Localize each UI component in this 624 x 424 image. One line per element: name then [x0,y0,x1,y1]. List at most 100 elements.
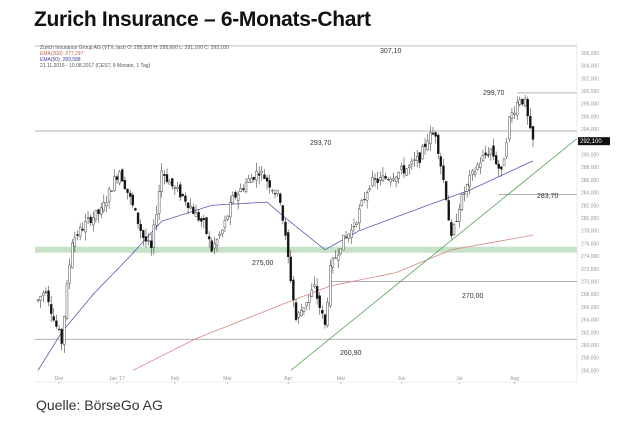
level-label: 270,00 [462,293,484,300]
candle-body [342,234,345,251]
candle-body [521,98,524,105]
candle-body [144,236,148,242]
y-tick-label: 268,000 [581,292,599,298]
candle-body [300,310,303,317]
candle-body [265,177,269,182]
candle-body [321,310,324,314]
y-tick-label: 278,000 [581,229,599,235]
candle-body [189,206,192,209]
candle-body [44,291,48,293]
candle-body [244,182,248,192]
candle-body [339,248,342,255]
y-tick-label: 298,000 [581,102,599,108]
candle-body [450,222,453,236]
candle-body [136,212,140,225]
candle-body [489,148,493,155]
candle-body [73,237,77,247]
candle-body [60,328,63,344]
y-tick-label: 284,000 [581,191,599,197]
candle-body [487,154,490,156]
candle-body [78,227,82,237]
candle-body [257,173,261,176]
candle-body [150,240,153,248]
candle-body [444,181,448,200]
candle-body [326,301,329,326]
x-tick-label: Aug [510,376,519,382]
candle-body [471,170,474,175]
candle-body [479,162,482,168]
candle-body [213,243,216,249]
candle-body [431,132,435,135]
y-tick-label: 260,000 [581,343,599,349]
candle-body [247,178,250,183]
candle-body [168,181,171,185]
candle-body [494,155,498,165]
level-label: 293,70 [310,140,332,147]
y-tick-label: 286,000 [581,178,599,184]
y-tick-label: 264,000 [581,318,599,324]
candle-body [302,307,306,312]
candle-body [502,158,506,166]
candle-body [184,195,187,202]
candle-body [186,202,190,208]
candle-body [76,234,79,236]
candle-body [434,132,437,137]
candle-body [178,184,182,198]
candle-body [442,165,445,181]
candle-body [42,292,45,296]
candle-body [510,112,514,119]
candle-body [508,116,511,140]
y-tick-label: 296,000 [581,114,599,120]
candle-body [473,171,477,175]
candle-body [400,166,403,170]
candle-body [268,180,271,188]
candle-body [236,193,240,201]
candle-body [531,126,535,140]
candle-body [192,206,195,214]
level-label: 275,00 [252,260,274,267]
candle-body [39,296,42,301]
candle-body [165,174,169,183]
x-tick-label: Dez [55,376,64,382]
candle-body [329,265,332,307]
candle-body [92,217,95,226]
x-tick-label: Mai [337,376,345,382]
candle-body [363,198,366,200]
candle-body [65,283,69,319]
x-tick-label: Jun [397,376,405,382]
candle-body [128,192,132,197]
candle-body [426,140,429,151]
candle-body [352,226,356,228]
level-label: 283,70 [537,193,559,200]
candle-body [358,208,361,224]
candle-body [157,191,161,214]
candle-body [497,163,500,169]
candle-body [408,165,411,168]
x-tick-label: Apr [284,376,292,382]
candle-body [307,295,311,304]
candle-body [163,174,166,176]
candle-body [405,168,408,176]
candle-body [384,175,387,179]
candle-body [218,234,221,237]
y-tick-label: 262,000 [581,330,599,336]
candle-body [68,264,71,284]
candle-body [458,209,461,222]
trendline [290,138,578,371]
candle-body [336,254,340,261]
candle-body [455,220,458,222]
candle-body [447,200,450,221]
candle-body [276,190,279,194]
candle-body [115,176,119,180]
level-label: 307,10 [380,48,402,55]
candle-body [36,299,40,301]
y-tick-label: 290,000 [581,153,599,159]
candle-body [279,193,282,203]
candle-body [63,316,66,345]
candle-body [260,170,264,173]
candle-body [368,187,371,190]
y-tick-label: 270,000 [581,280,599,286]
candle-body [142,230,145,239]
candle-body [147,240,150,242]
